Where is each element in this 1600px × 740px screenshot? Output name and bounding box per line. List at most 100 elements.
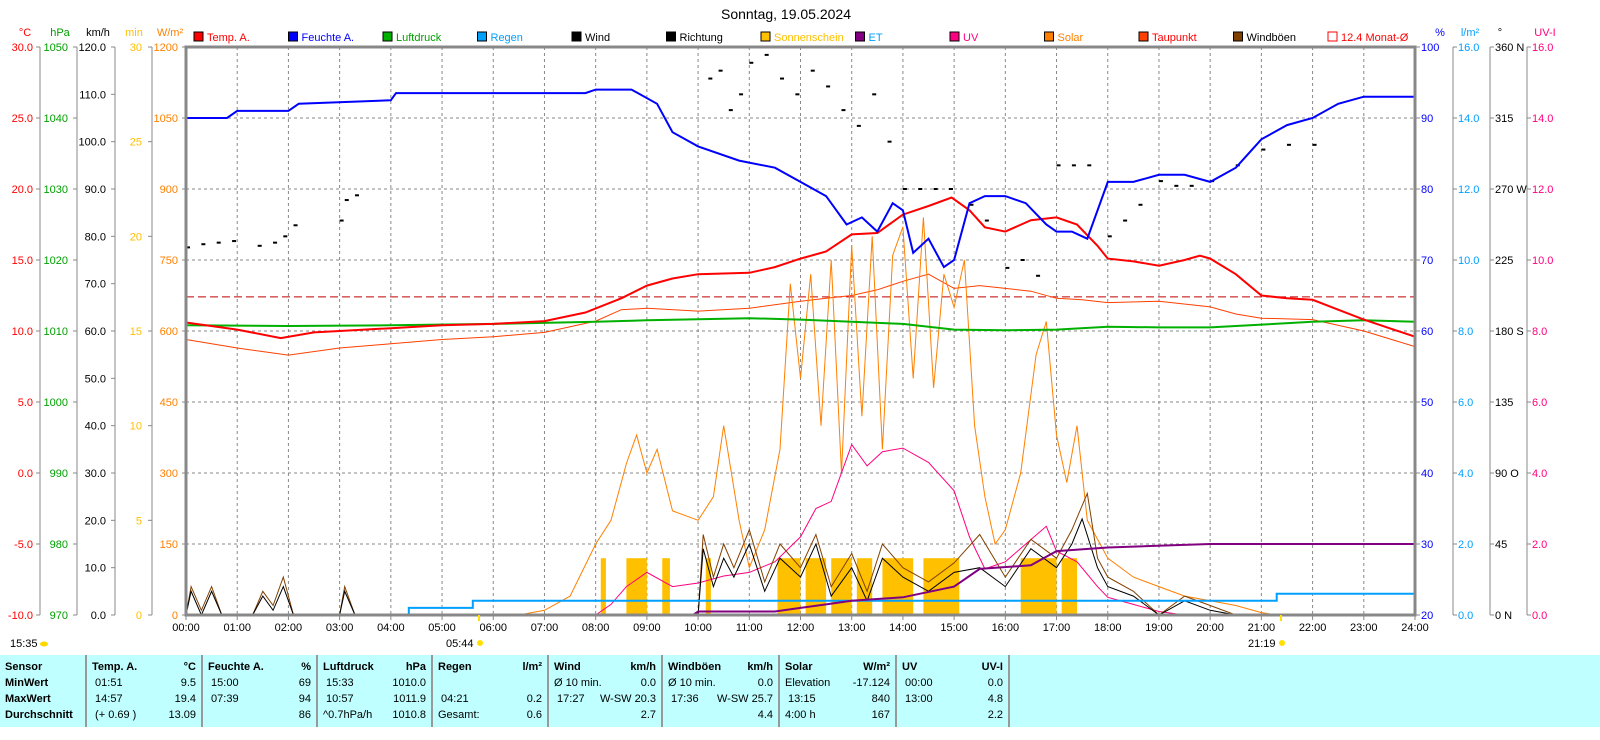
table-header: Wind km/h — [554, 659, 656, 675]
table-cell: l/m² — [522, 661, 542, 673]
legend-swatch — [1327, 31, 1338, 42]
table-cell: Elevation — [785, 677, 831, 689]
axis-tick-label-press: 970 — [50, 610, 68, 622]
table-cell: 0.2 — [526, 693, 542, 705]
direction-point — [718, 69, 723, 72]
direction-point — [354, 194, 359, 197]
axis-tick-label-rain: 8.0 — [1458, 326, 1473, 338]
legend-swatch — [1138, 31, 1149, 42]
axis-tick-label-rain: 16.0 — [1458, 42, 1479, 54]
axis-tick-label-sun: 20 — [130, 231, 142, 243]
legend-label: Richtung — [680, 32, 723, 44]
sunrise-time: 05:44 — [446, 638, 474, 650]
axis-tick-label-rain: 0.0 — [1458, 610, 1473, 622]
axis-tick-label-uvi: 12.0 — [1532, 184, 1553, 196]
axis-tick-label-dir: 315 — [1495, 113, 1513, 125]
table-cell: -17.124 — [852, 677, 890, 689]
table-column: Wind km/h Ø 10 min. 0.0 17:27 W-SW 20.3 2.7 — [549, 655, 663, 727]
table-row: 04:21 0.2 — [438, 691, 542, 707]
x-tick-label: 14:00 — [889, 622, 917, 634]
sunshine-bar — [1020, 558, 1057, 615]
table-cell: Gesamt: — [438, 709, 480, 721]
table-cell: 2.7 — [640, 709, 656, 721]
x-tick-label: 04:00 — [377, 622, 405, 634]
axis-tick-label-rain: 2.0 — [1458, 539, 1473, 551]
series-temp-a- — [185, 196, 1416, 340]
legend-label: Solar — [1058, 32, 1084, 44]
axis-tick-label-solar: 900 — [160, 184, 178, 196]
axis-tick-label-solar: 150 — [160, 539, 178, 551]
sunshine-bar — [856, 558, 873, 615]
x-tick-label: 22:00 — [1299, 622, 1327, 634]
direction-point — [902, 188, 907, 190]
axis-tick-label-temp: 10.0 — [12, 326, 33, 338]
axis-tick-label-uvi: 8.0 — [1532, 326, 1547, 338]
direction-point — [186, 246, 190, 249]
table-row: 15:00 69 — [208, 675, 311, 691]
direction-point — [887, 140, 892, 143]
axis-tick-label-hum: 70 — [1421, 255, 1433, 267]
table-cell: 86 — [298, 709, 311, 721]
table-header: Regen l/m² — [438, 659, 542, 675]
axis-tick-label-temp: 20.0 — [12, 184, 33, 196]
direction-point — [764, 53, 769, 56]
direction-point — [969, 203, 974, 206]
axis-tick-label-press: 1010 — [44, 326, 68, 338]
legend-swatch — [477, 31, 487, 42]
legend-label: Sonnenschein — [774, 32, 844, 44]
axis-tick-label-dir: 270 W — [1495, 184, 1527, 196]
direction-point — [1286, 143, 1291, 146]
x-tick-label: 10:00 — [684, 622, 712, 634]
direction-point — [339, 219, 344, 222]
axis-tick-label-sun: 25 — [130, 137, 142, 149]
axis-unit-sun: min — [125, 27, 143, 39]
axis-unit-wind: km/h — [86, 27, 110, 39]
table-column: Windböen km/h Ø 10 min. 0.0 17:36 W-SW 25.7 4… — [663, 655, 780, 727]
x-tick-label: 01:00 — [223, 622, 251, 634]
axis-tick-label-dir: 90 O — [1495, 468, 1519, 480]
table-cell: Ø 10 min. — [668, 677, 716, 689]
table-cell: Feuchte A. — [208, 661, 264, 673]
table-cell: 10:57 — [323, 693, 354, 705]
legend-swatch — [666, 31, 676, 42]
legend-label: Taupunkt — [1152, 32, 1197, 44]
axis-tick-label-rain: 6.0 — [1458, 397, 1473, 409]
table-column: Luftdruck hPa 15:33 1010.0 10:57 1011.9 ^0.7… — [318, 655, 433, 727]
direction-point — [739, 93, 744, 96]
table-cell: 4:00 h — [785, 709, 816, 721]
table-row: Gesamt: 0.6 — [438, 707, 542, 723]
axis-tick-label-dir: 225 — [1495, 255, 1513, 267]
table-header: Solar W/m² — [785, 659, 890, 675]
table-cell: Regen — [438, 661, 472, 673]
table-row: 17:27 W-SW 20.3 — [554, 691, 656, 707]
axis-tick-label-wind: 60.0 — [85, 326, 106, 338]
series-wind — [185, 517, 1415, 617]
moon-icon — [40, 641, 48, 647]
table-cell: Temp. A. — [92, 661, 138, 673]
table-cell: 15:33 — [323, 677, 354, 689]
sunshine-bar — [1061, 558, 1078, 615]
table-cell: 4.4 — [757, 709, 773, 721]
table-row: 01:51 9.5 — [92, 675, 196, 691]
axis-tick-label-temp: 5.0 — [18, 397, 33, 409]
axis-tick-label-wind: 30.0 — [85, 468, 106, 480]
table-cell: Durchschnitt — [5, 709, 73, 721]
axis-tick-label-wind: 90.0 — [85, 184, 106, 196]
table-cell: 07:39 — [208, 693, 239, 705]
direction-point — [1107, 235, 1112, 238]
x-tick-label: 20:00 — [1196, 622, 1224, 634]
axis-tick-label-press: 990 — [50, 468, 68, 480]
direction-point — [1036, 274, 1041, 277]
axis-tick-label-hum: 90 — [1421, 113, 1433, 125]
direction-point — [216, 241, 221, 244]
axis-unit-hum: % — [1435, 27, 1445, 39]
table-header: Feuchte A.% — [208, 659, 311, 675]
axis-tick-label-dir: 360 N — [1495, 42, 1524, 54]
table-cell: km/h — [747, 661, 773, 673]
table-cell: 14:57 — [92, 693, 123, 705]
table-row: 15:33 1010.0 — [323, 675, 426, 691]
table-cell: Wind — [554, 661, 581, 673]
legend-label: Wind — [585, 32, 610, 44]
axis-tick-label-press: 1030 — [44, 184, 68, 196]
direction-point — [1087, 164, 1092, 167]
